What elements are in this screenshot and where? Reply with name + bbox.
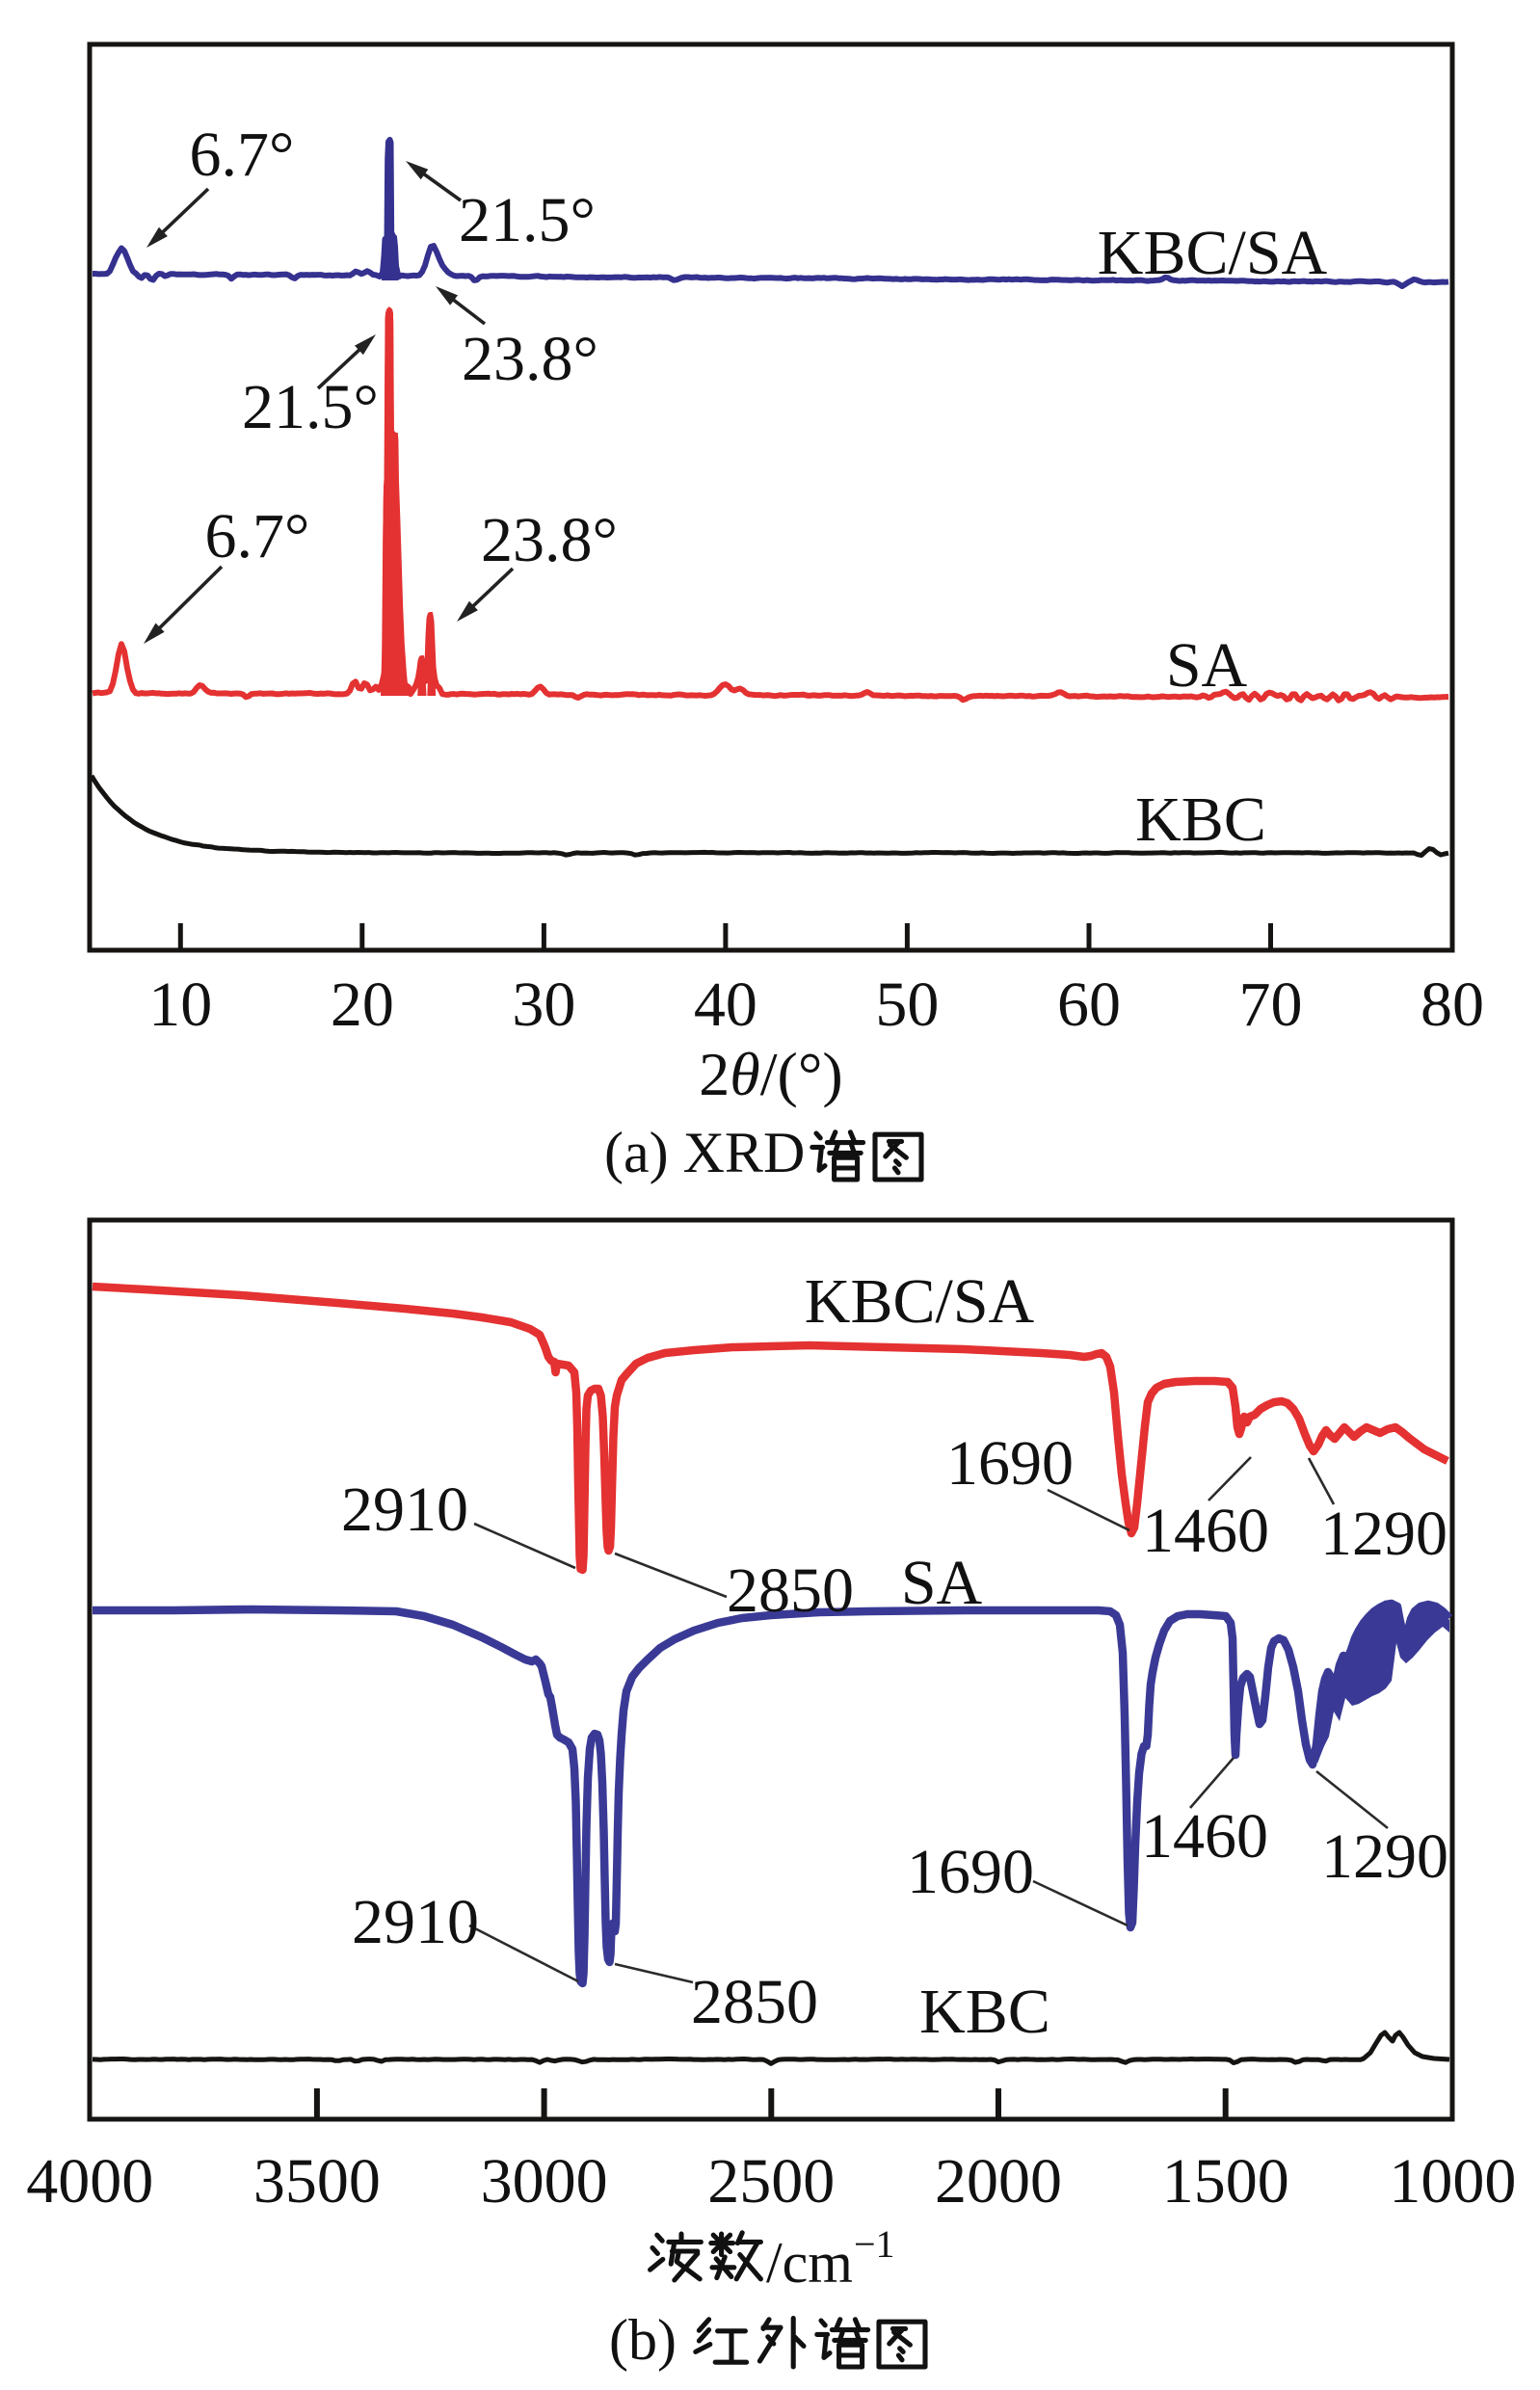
svg-text:1690: 1690 xyxy=(907,1837,1034,1907)
svg-text:2000: 2000 xyxy=(935,2146,1062,2217)
svg-text:2850: 2850 xyxy=(727,1555,854,1626)
svg-text:SA: SA xyxy=(1166,630,1248,701)
svg-text:23.8°: 23.8° xyxy=(462,324,598,394)
svg-text:4000: 4000 xyxy=(26,2146,153,2217)
svg-text:30: 30 xyxy=(512,969,575,1040)
svg-text:6.7°: 6.7° xyxy=(190,120,295,190)
svg-text:10: 10 xyxy=(148,969,212,1040)
svg-text:1290: 1290 xyxy=(1320,1499,1447,1569)
svg-text:KBC: KBC xyxy=(919,1977,1050,2047)
svg-text:KBC/SA: KBC/SA xyxy=(1098,218,1328,288)
svg-text:−1: −1 xyxy=(854,2222,895,2266)
svg-text:1690: 1690 xyxy=(946,1428,1074,1499)
svg-text:6.7°: 6.7° xyxy=(205,501,310,571)
svg-text:20: 20 xyxy=(331,969,394,1040)
svg-text:50: 50 xyxy=(875,969,939,1040)
svg-text:KBC: KBC xyxy=(1135,784,1266,855)
svg-text:2910: 2910 xyxy=(352,1887,479,1957)
svg-text:60: 60 xyxy=(1057,969,1121,1040)
svg-text:KBC/SA: KBC/SA xyxy=(805,1266,1035,1337)
svg-text:(b): (b) xyxy=(609,2308,677,2372)
svg-text:21.5°: 21.5° xyxy=(459,185,596,255)
svg-text:2θ/(°): 2θ/(°) xyxy=(699,1040,842,1108)
svg-text:2500: 2500 xyxy=(707,2146,835,2217)
svg-text:23.8°: 23.8° xyxy=(481,505,618,575)
svg-text:1460: 1460 xyxy=(1141,1801,1268,1872)
svg-text:1460: 1460 xyxy=(1142,1496,1269,1566)
svg-text:80: 80 xyxy=(1421,969,1484,1040)
svg-text:21.5°: 21.5° xyxy=(242,372,379,442)
svg-text:2910: 2910 xyxy=(341,1474,468,1545)
svg-text:3500: 3500 xyxy=(253,2146,381,2217)
svg-text:40: 40 xyxy=(694,969,757,1040)
svg-text:3000: 3000 xyxy=(481,2146,608,2217)
svg-text:/cm: /cm xyxy=(766,2231,853,2295)
svg-text:1000: 1000 xyxy=(1389,2146,1516,2217)
svg-text:70: 70 xyxy=(1238,969,1302,1040)
svg-text:2850: 2850 xyxy=(691,1967,818,2037)
svg-text:SA: SA xyxy=(901,1548,983,1618)
svg-text:1500: 1500 xyxy=(1162,2146,1289,2217)
svg-text:(a) XRD: (a) XRD xyxy=(604,1121,805,1184)
svg-text:1290: 1290 xyxy=(1321,1821,1448,1892)
